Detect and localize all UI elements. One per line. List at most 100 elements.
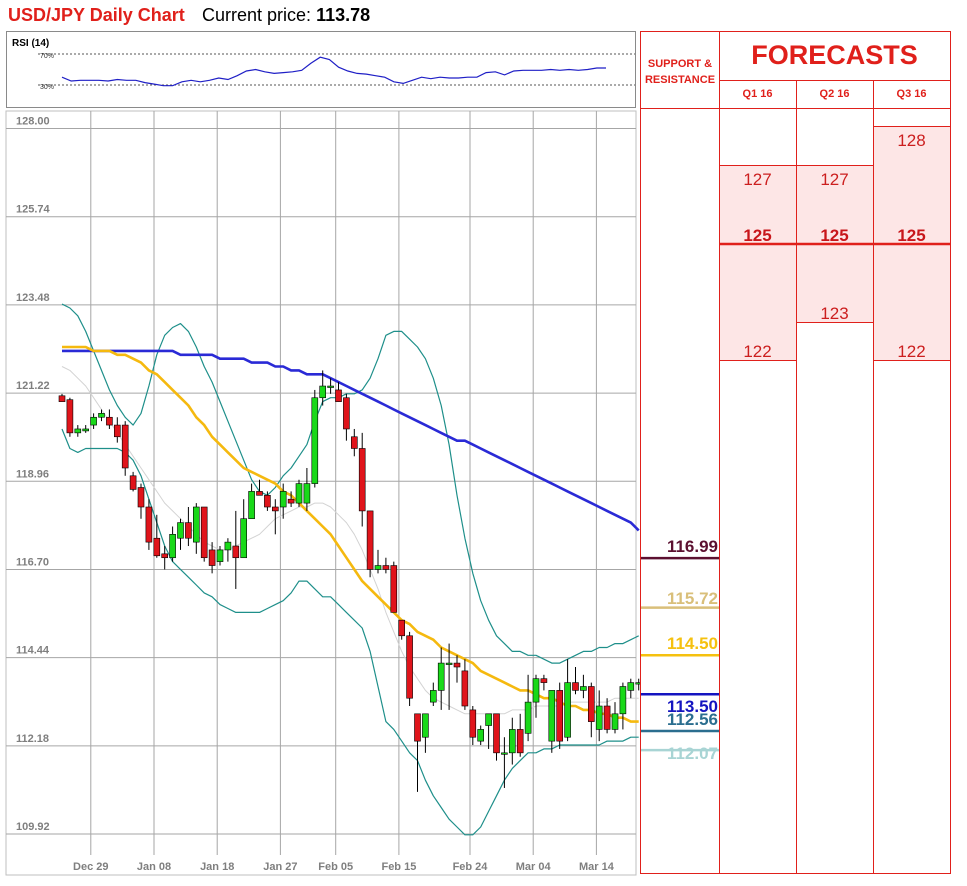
candle	[114, 417, 121, 443]
candle-body	[453, 662, 461, 668]
candle	[485, 713, 492, 749]
candle-body	[580, 686, 587, 691]
sr-level-label: 113.50	[666, 697, 718, 717]
candle	[98, 409, 105, 422]
candle-body	[429, 690, 437, 703]
candle-body	[390, 565, 398, 613]
candle	[82, 425, 89, 433]
sma-blue-line	[62, 349, 640, 532]
candle	[572, 666, 579, 695]
candle	[240, 499, 247, 559]
x-axis-labels: Dec 29 Jan 08 Jan 18 Jan 27 Feb 05 Feb 15 Feb …	[73, 861, 615, 873]
candle	[595, 690, 603, 742]
q2-high: 127	[820, 170, 849, 189]
candle	[177, 518, 184, 550]
y-axis-labels: 128.00 125.74 123.48 121.22 118.96 116.70 114.…	[16, 116, 51, 834]
candle	[422, 713, 429, 753]
candle-body	[240, 518, 247, 559]
candle	[319, 370, 327, 406]
candle-body	[311, 397, 319, 484]
candle-body	[343, 397, 350, 430]
indicator-lines	[61, 303, 640, 836]
candle-body	[256, 491, 263, 496]
q3-mid: 125	[897, 226, 926, 245]
candle-body	[295, 483, 303, 504]
quarter-label-q1: Q1 16	[742, 88, 773, 100]
candle	[540, 674, 548, 691]
candle-body	[611, 713, 619, 730]
candle	[382, 557, 390, 574]
candle	[327, 378, 334, 394]
rsi-frame	[6, 31, 636, 108]
candle	[66, 397, 74, 437]
candle	[548, 690, 556, 753]
candle-body	[627, 682, 635, 691]
candles	[58, 370, 640, 792]
candle-body	[508, 729, 516, 754]
sr-level-label: 112.07	[666, 744, 718, 764]
candle	[153, 514, 161, 558]
rsi-line	[61, 56, 606, 87]
x-tick-label: Jan 18	[200, 861, 234, 873]
q1-high: 127	[743, 170, 772, 189]
quarter-label-q3: Q3 16	[896, 88, 927, 100]
candle	[406, 631, 413, 707]
candle-body	[493, 713, 500, 754]
price-chart: 128.00 125.74 123.48 121.22 118.96 116.70 114.…	[5, 110, 640, 876]
quarter-label-q2: Q2 16	[819, 88, 850, 100]
candle-body	[524, 701, 532, 734]
candle-body	[595, 705, 603, 730]
candle-body	[540, 678, 548, 683]
candle-body	[319, 385, 327, 399]
x-tick-label: Feb 24	[453, 861, 489, 873]
y-tick-label: 114.44	[16, 645, 50, 657]
candle-body	[516, 729, 524, 754]
x-tick-label: Feb 05	[318, 861, 353, 873]
candle	[366, 510, 374, 578]
candle-body	[366, 510, 374, 570]
x-tick-label: Mar 14	[579, 861, 615, 873]
lower-band-line	[61, 428, 639, 836]
support-resistance-title: SUPPORT & RESISTANCE	[641, 56, 719, 88]
candle	[121, 421, 129, 476]
candle-body	[224, 541, 232, 551]
candle-body	[564, 682, 571, 738]
q2-mid: 125	[820, 226, 849, 245]
candle-body	[501, 752, 508, 755]
candle-body	[556, 690, 564, 742]
candle	[445, 643, 453, 710]
candle-body	[232, 545, 240, 559]
rsi-70-label: 70%	[40, 53, 54, 60]
candle	[208, 542, 216, 574]
forecast-frame	[640, 31, 951, 874]
candle-body	[414, 713, 421, 742]
candle-body	[161, 553, 168, 559]
x-tick-label: Dec 29	[73, 861, 108, 873]
candle-body	[264, 494, 271, 508]
candle-body	[279, 491, 287, 508]
y-tick-label: 125.74	[16, 204, 51, 216]
candle-body	[287, 498, 295, 504]
candle	[271, 499, 279, 535]
candle-body	[445, 662, 453, 665]
sr-title-line1: SUPPORT &	[647, 58, 713, 70]
y-tick-label: 109.92	[16, 821, 50, 833]
candle-body	[406, 635, 413, 699]
candle	[532, 674, 540, 718]
candle-body	[185, 522, 192, 539]
candle-body	[98, 413, 105, 418]
sr-level-label: 115.72	[666, 588, 718, 608]
candle-body	[193, 506, 200, 543]
candle-body	[437, 662, 445, 691]
x-tick-label: Mar 04	[516, 861, 552, 873]
candle	[461, 659, 469, 710]
candle	[137, 483, 145, 519]
candle-body	[548, 690, 556, 742]
candle	[185, 507, 192, 547]
q1-mid: 125	[743, 226, 772, 245]
candle	[611, 702, 619, 734]
candle-body	[477, 729, 485, 742]
y-tick-label: 112.18	[16, 733, 49, 745]
candle	[374, 549, 382, 574]
x-tick-label: Feb 15	[381, 861, 416, 873]
